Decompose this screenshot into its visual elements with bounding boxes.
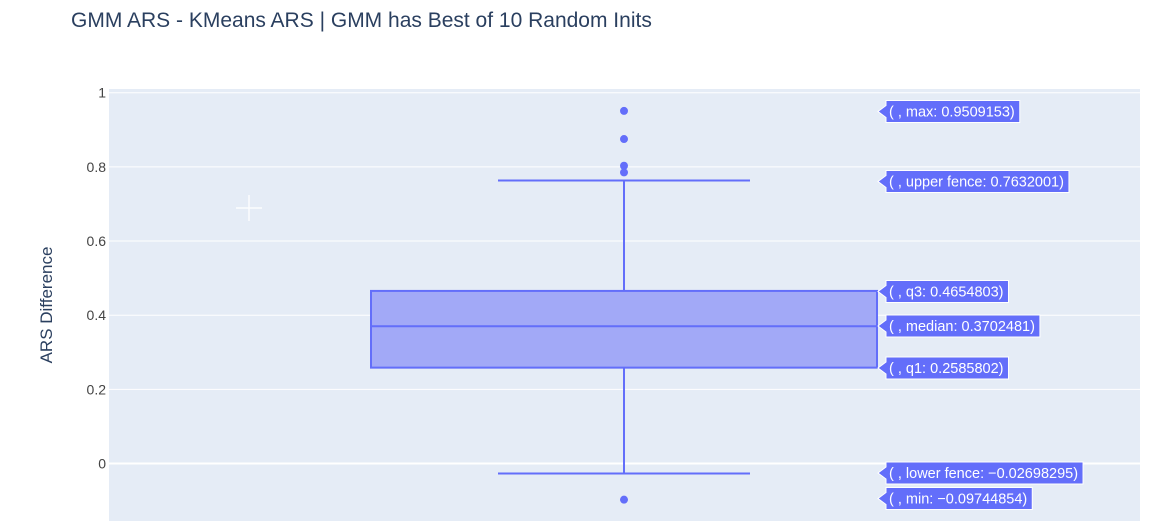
hover-label-text: ( , q1: 0.2585802) [889,361,1003,377]
hover-labels: ( , max: 0.9509153) ( , upper fence: 0.76… [877,100,1084,510]
hover-label-text: ( , q3: 0.4654803) [889,285,1003,301]
y-tick-label: 1 [98,85,106,101]
hover-label-bg [877,487,1033,510]
y-tick-label: 0.2 [87,381,107,397]
hover-label-text: ( , max: 0.9509153) [889,105,1015,121]
outlier-point[interactable] [620,495,628,504]
y-tick-label: 0.6 [87,233,107,249]
hover-label-bg [877,356,1009,380]
iqr-box[interactable] [370,289,878,369]
hover-label-median: ( , median: 0.3702481) [877,314,1041,338]
crosshair-cursor-icon [236,195,262,221]
hover-label-bg [877,280,1009,303]
hover-label-q3: ( , q3: 0.4654803) [877,280,1009,303]
hover-label-lower-fence: ( , lower fence: −0.02698295) [877,461,1084,485]
hover-label-text: ( , median: 0.3702481) [889,319,1035,335]
hover-label-bg [877,314,1041,338]
y-axis-ticks: 0 0.2 0.4 0.6 0.8 1 [87,85,107,472]
chart-title: GMM ARS - KMeans ARS | GMM has Best of 1… [71,9,652,32]
y-tick-label: 0 [98,456,106,472]
outlier-point[interactable] [620,135,628,144]
y-axis-title: ARS Difference [37,247,56,364]
hover-label-min: ( , min: −0.09744854) [877,487,1033,510]
hover-label-bg [877,461,1084,485]
y-tick-label: 0.4 [87,307,107,323]
outlier-point[interactable] [620,106,628,115]
hover-label-bg [877,100,1021,123]
outlier-point[interactable] [620,161,628,170]
hover-label-bg [877,170,1070,193]
hover-label-text: ( , min: −0.09744854) [889,492,1027,508]
hover-label-q1: ( , q1: 0.2585802) [877,356,1009,380]
box-trace[interactable] [370,106,878,504]
hover-label-text: ( , lower fence: −0.02698295) [889,466,1078,482]
hover-label-upper-fence: ( , upper fence: 0.7632001) [877,170,1070,193]
outlier-point[interactable] [620,168,628,177]
hover-label-text: ( , upper fence: 0.7632001) [889,175,1064,191]
y-tick-label: 0.8 [87,159,107,175]
hover-label-max: ( , max: 0.9509153) [877,100,1021,123]
